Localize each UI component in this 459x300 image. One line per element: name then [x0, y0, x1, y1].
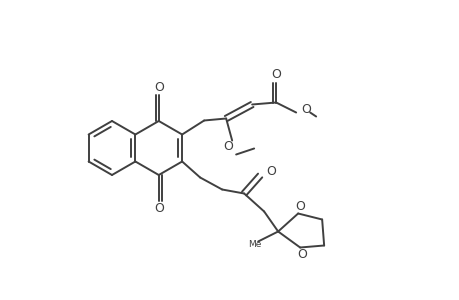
Text: O: O [223, 140, 233, 153]
Text: O: O [153, 202, 163, 215]
Text: O: O [153, 80, 163, 94]
Text: O: O [266, 165, 275, 178]
Text: O: O [271, 68, 280, 81]
Text: Me: Me [248, 240, 261, 249]
Text: O: O [295, 200, 304, 213]
Text: O: O [301, 103, 310, 116]
Text: O: O [297, 248, 307, 261]
